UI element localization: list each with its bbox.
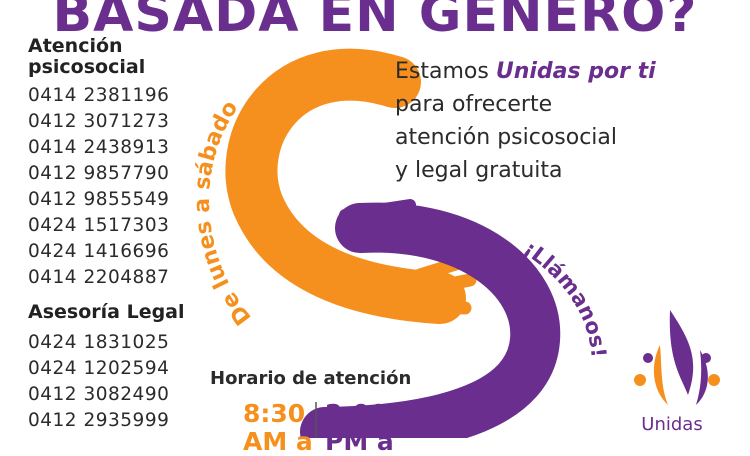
close-hour: 2:00 — [325, 399, 388, 428]
close-time: 2:00 PM a — [325, 400, 394, 456]
artwork: De lunes a sábado ¡Llámanos! Unidas — [190, 48, 720, 438]
phone-number: 0414 2381196 — [28, 85, 170, 106]
open-hour: 8:30 — [243, 399, 306, 428]
phone-number: 0414 2438913 — [28, 137, 170, 158]
open-time: 8:30 AM a — [243, 400, 313, 456]
phone-number: 0424 1517303 — [28, 215, 170, 236]
purple-arm — [300, 202, 561, 438]
psychosocial-heading: Atención psicosocial — [28, 35, 146, 78]
message: Estamos Unidas por ti para ofrecerte ate… — [395, 55, 656, 187]
schedule-heading: Horario de atención — [210, 368, 412, 389]
open-period: AM a — [243, 427, 313, 456]
logo-name: Unidas — [641, 414, 702, 435]
phone-number: 0424 1831025 — [28, 332, 170, 353]
phone-number: 0412 9857790 — [28, 163, 170, 184]
phone-number: 0412 3082490 — [28, 384, 170, 405]
phone-number: 0424 1202594 — [28, 358, 170, 379]
message-prefix: Estamos — [395, 59, 489, 84]
phone-number: 0412 9855549 — [28, 189, 170, 210]
message-line: y legal gratuita — [395, 158, 563, 183]
purple-fingers — [339, 199, 436, 251]
message-line: para ofrecerte — [395, 92, 553, 117]
legal-heading: Asesoría Legal — [28, 301, 185, 323]
message-highlight: Unidas por ti — [495, 59, 656, 84]
poster: De lunes a sábado ¡Llámanos! Unidas BASA… — [28, 0, 720, 456]
title: BASADA EN GENERO? — [52, 0, 698, 44]
close-period: PM a — [325, 427, 394, 456]
message-line: atención psicosocial — [395, 125, 618, 150]
phone-number: 0412 3071273 — [28, 111, 170, 132]
phone-number: 0424 1416696 — [28, 241, 170, 262]
orange-arm — [225, 48, 466, 324]
message-line: Estamos Unidas por ti — [395, 55, 656, 88]
phone-number: 0414 2204887 — [28, 267, 170, 288]
phone-number: 0412 2935999 — [28, 410, 170, 431]
logo-flames — [634, 310, 720, 405]
